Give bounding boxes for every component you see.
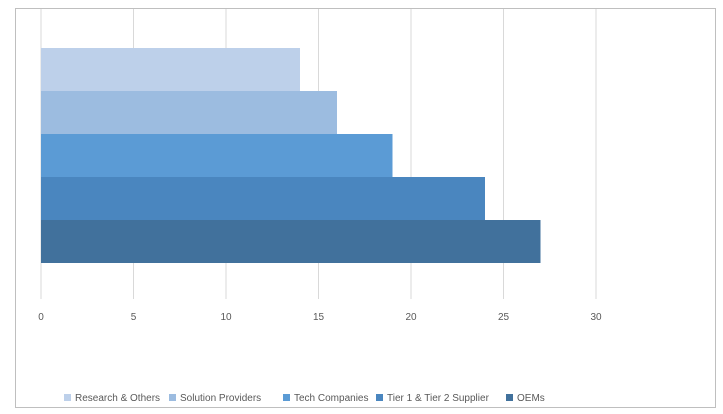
x-tick-label: 0 [38, 312, 44, 323]
legend-label: Tech Companies [294, 393, 368, 404]
legend-label: Solution Providers [180, 393, 261, 404]
x-tick-label: 20 [405, 312, 417, 323]
legend-swatch [376, 394, 383, 401]
legend-label: Research & Others [75, 393, 160, 404]
bar-tech-companies [41, 134, 393, 177]
legend-swatch [283, 394, 290, 401]
bar-solution-providers [41, 91, 337, 134]
chart-frame: 0 5 10 15 20 25 30 Research & Others Solution Pr… [15, 8, 716, 408]
x-tick-label: 25 [498, 312, 510, 323]
legend-label: Tier 1 & Tier 2 Supplier [387, 393, 490, 404]
bar-research-others [41, 48, 300, 91]
legend-swatch [506, 394, 513, 401]
legend-swatch [169, 394, 176, 401]
legend-label: OEMs [517, 393, 545, 404]
x-tick-label: 10 [220, 312, 232, 323]
bar-oems [41, 220, 541, 263]
x-tick-label: 30 [590, 312, 602, 323]
x-tick-label: 5 [131, 312, 137, 323]
bar-chart: 0 5 10 15 20 25 30 Research & Others Solution Pr… [38, 9, 602, 404]
bar-tier-1-tier-2-supplier [41, 177, 485, 220]
legend-swatch [64, 394, 71, 401]
x-tick-label: 15 [313, 312, 325, 323]
